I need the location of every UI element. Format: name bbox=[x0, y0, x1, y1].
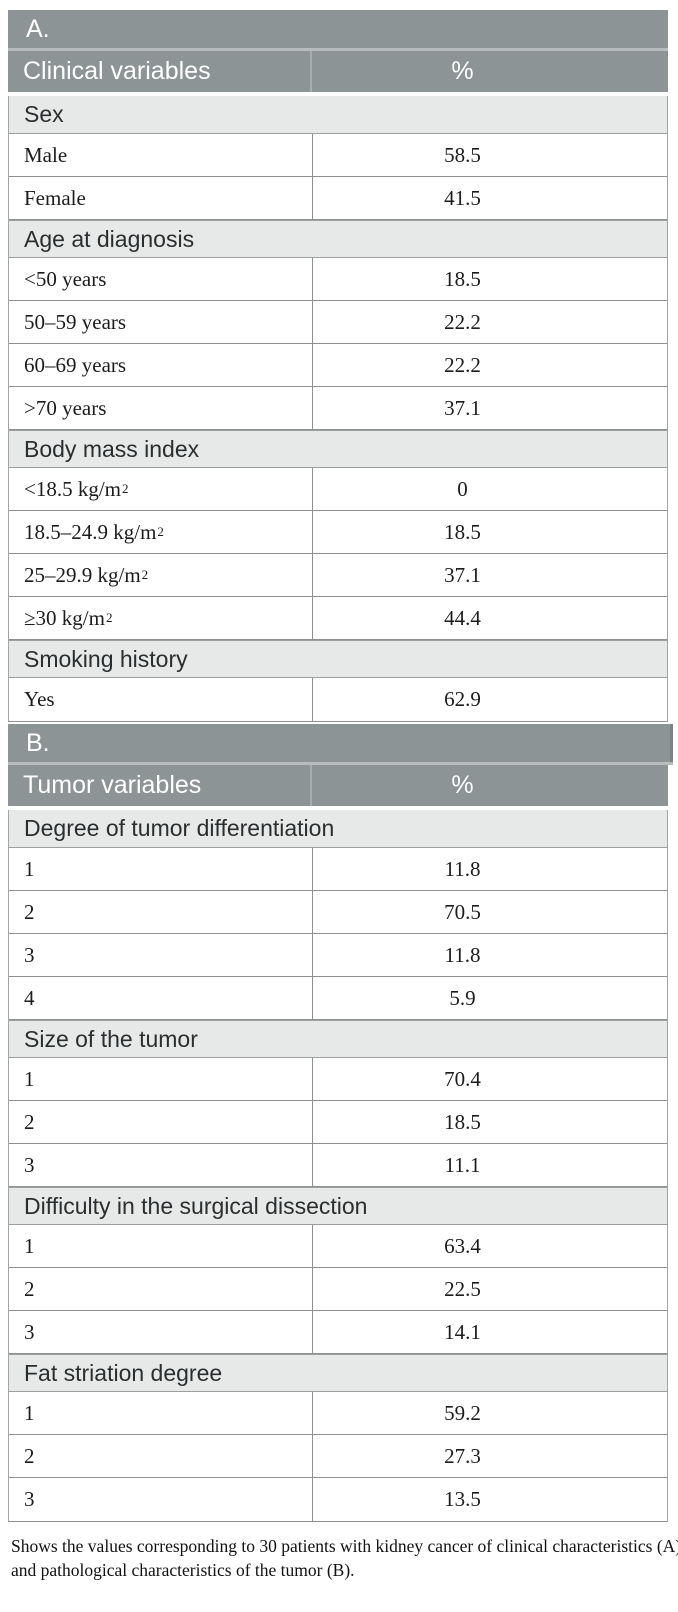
table-panel-B: B. Tumor variables% Degree of tumor differ… bbox=[8, 724, 673, 1522]
table-row: 1 70.4 bbox=[9, 1058, 667, 1101]
row-label: Yes bbox=[9, 678, 313, 721]
table-row: 4 5.9 bbox=[9, 977, 667, 1020]
table-body-B: Degree of tumor differentiation 1 11.8 2 70.… bbox=[8, 810, 668, 1522]
row-value: 13.5 bbox=[444, 1487, 481, 1511]
row-value: 22.2 bbox=[444, 309, 481, 334]
row-label: 60–69 years bbox=[9, 344, 313, 386]
row-value: 0 bbox=[457, 476, 468, 501]
section-header: Sex bbox=[9, 96, 667, 134]
row-label: Male bbox=[9, 134, 313, 176]
row-label: Female bbox=[9, 177, 313, 219]
table-panel-A: A. Clinical variables% Sex Male 58.5 Female 41… bbox=[8, 10, 668, 722]
table-row: 3 11.1 bbox=[9, 1144, 667, 1187]
section-header: Difficulty in the surgical dissection bbox=[9, 1187, 667, 1225]
row-label: 3 bbox=[9, 1478, 313, 1521]
table-row: <50 years 18.5 bbox=[9, 258, 667, 301]
row-label: 1 bbox=[9, 848, 313, 890]
row-label: 3 bbox=[9, 1144, 313, 1186]
section-header: Size of the tumor bbox=[9, 1020, 667, 1058]
column-header-row-B: Tumor variables% bbox=[8, 765, 668, 806]
column-header-row-A: Clinical variables% bbox=[8, 51, 668, 92]
table-row: 2 18.5 bbox=[9, 1101, 667, 1144]
row-value: 70.5 bbox=[444, 899, 481, 924]
row-value: 22.2 bbox=[444, 352, 481, 377]
row-value: 5.9 bbox=[449, 985, 476, 1010]
table-row: 1 11.8 bbox=[9, 848, 667, 891]
table-row: <18.5 kg/m 2 0 bbox=[9, 468, 667, 511]
row-label: 50–59 years bbox=[9, 301, 313, 343]
row-label: 18.5–24.9 kg/m 2 bbox=[9, 511, 313, 553]
row-label: 2 bbox=[9, 1268, 313, 1310]
section-header: Body mass index bbox=[9, 430, 667, 468]
row-label: 25–29.9 kg/m 2 bbox=[9, 554, 313, 596]
table-row: 60–69 years 22.2 bbox=[9, 344, 667, 387]
table-row: Yes 62.9 bbox=[9, 678, 667, 721]
row-value: 59.2 bbox=[444, 1400, 481, 1425]
section-header: Degree of tumor differentiation bbox=[9, 810, 667, 848]
row-label: 1 bbox=[9, 1225, 313, 1267]
section-header: Smoking history bbox=[9, 640, 667, 678]
panel-label-B: B. bbox=[26, 728, 50, 757]
row-label: 3 bbox=[9, 1311, 313, 1353]
row-label: 2 bbox=[9, 1435, 313, 1477]
row-value: 11.8 bbox=[444, 942, 481, 967]
figure-tables: A. Clinical variables% Sex Male 58.5 Female 41… bbox=[8, 10, 678, 1522]
figure-caption: Shows the values corresponding to 30 pat… bbox=[11, 1536, 678, 1580]
row-label: <50 years bbox=[9, 258, 313, 300]
row-value: 18.5 bbox=[444, 519, 481, 544]
panel-label-band-B: B. bbox=[8, 724, 673, 765]
section-header: Age at diagnosis bbox=[9, 220, 667, 258]
row-label: 4 bbox=[9, 977, 313, 1019]
row-value: 70.4 bbox=[444, 1066, 481, 1091]
row-label: ≥30 kg/m 2 bbox=[9, 597, 313, 639]
table-row: 3 13.5 bbox=[9, 1478, 667, 1521]
row-value: 11.8 bbox=[444, 856, 481, 881]
row-value: 62.9 bbox=[444, 687, 481, 711]
table-row: ≥30 kg/m 2 44.4 bbox=[9, 597, 667, 640]
column-header-variables: Tumor variables bbox=[8, 765, 312, 806]
row-value: 27.3 bbox=[444, 1443, 481, 1468]
table-row: 25–29.9 kg/m 2 37.1 bbox=[9, 554, 667, 597]
row-value: 37.1 bbox=[444, 395, 481, 420]
table-row: 2 27.3 bbox=[9, 1435, 667, 1478]
table-row: 2 22.5 bbox=[9, 1268, 667, 1311]
table-row: 1 63.4 bbox=[9, 1225, 667, 1268]
table-body-A: Sex Male 58.5 Female 41.5 Age at diagnosis <50… bbox=[8, 96, 668, 722]
row-label: 2 bbox=[9, 1101, 313, 1143]
row-label: 2 bbox=[9, 891, 313, 933]
row-label: 3 bbox=[9, 934, 313, 976]
row-label: 1 bbox=[9, 1058, 313, 1100]
table-row: Male 58.5 bbox=[9, 134, 667, 177]
table-row: 50–59 years 22.2 bbox=[9, 301, 667, 344]
row-value: 58.5 bbox=[444, 142, 481, 167]
table-row: Female 41.5 bbox=[9, 177, 667, 220]
row-value: 18.5 bbox=[444, 1109, 481, 1134]
row-value: 22.5 bbox=[444, 1276, 481, 1301]
panel-label-A: A. bbox=[26, 14, 50, 43]
row-value: 18.5 bbox=[444, 266, 481, 291]
row-value: 41.5 bbox=[444, 185, 481, 210]
row-value: 11.1 bbox=[444, 1152, 481, 1177]
row-value: 14.1 bbox=[444, 1319, 481, 1344]
column-header-variables: Clinical variables bbox=[8, 51, 312, 92]
table-row: 1 59.2 bbox=[9, 1392, 667, 1435]
table-row: 3 14.1 bbox=[9, 1311, 667, 1354]
row-label: >70 years bbox=[9, 387, 313, 429]
row-label: <18.5 kg/m 2 bbox=[9, 468, 313, 510]
section-header: Fat striation degree bbox=[9, 1354, 667, 1392]
row-value: 63.4 bbox=[444, 1233, 481, 1258]
row-label: 1 bbox=[9, 1392, 313, 1434]
table-row: 2 70.5 bbox=[9, 891, 667, 934]
panel-label-band-A: A. bbox=[8, 10, 668, 51]
column-header-percent: % bbox=[451, 57, 474, 85]
row-value: 37.1 bbox=[444, 562, 481, 587]
column-header-percent: % bbox=[451, 771, 474, 799]
table-row: 3 11.8 bbox=[9, 934, 667, 977]
table-row: 18.5–24.9 kg/m 2 18.5 bbox=[9, 511, 667, 554]
table-row: >70 years 37.1 bbox=[9, 387, 667, 430]
row-value: 44.4 bbox=[444, 605, 481, 630]
